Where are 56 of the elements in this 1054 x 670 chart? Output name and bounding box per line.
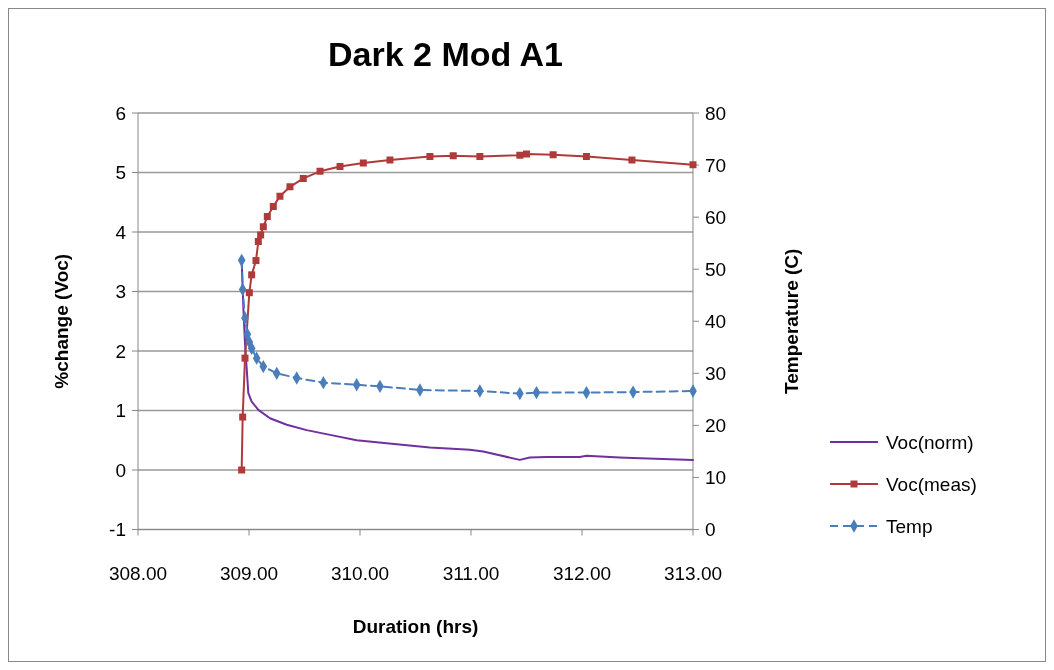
x-tick-label: 311.00 (442, 562, 500, 584)
x-tick-label: 313.00 (663, 562, 723, 584)
point (336, 163, 344, 171)
x-tick-label: 312.00 (552, 562, 612, 584)
y2-tick-label: 10 (705, 467, 727, 489)
legend-label: Temp (886, 515, 933, 537)
y2-tick-label: 70 (705, 154, 727, 176)
point (316, 167, 324, 175)
point (549, 151, 557, 159)
point (252, 257, 260, 265)
point (299, 174, 307, 182)
point (238, 466, 246, 474)
y-tick-label: 6 (115, 102, 126, 124)
x-tick-label: 308.00 (108, 562, 168, 584)
point (386, 156, 394, 164)
y-tick-label: 1 (115, 400, 126, 422)
point (628, 156, 636, 164)
y2-tick-label: 0 (705, 519, 716, 541)
point (359, 159, 367, 167)
x-tick-label: 309.00 (219, 562, 279, 584)
y2-tick-label: 80 (705, 102, 727, 124)
point (263, 213, 271, 221)
y2-tick-label: 20 (705, 415, 727, 437)
y2-tick-label: 30 (705, 362, 727, 384)
point (239, 413, 247, 421)
y-tick-label: 5 (115, 162, 126, 184)
chart-title: Dark 2 Mod A1 (328, 35, 563, 73)
y-tick-label: 2 (115, 340, 126, 362)
y2-axis-title: Temperature (C) (781, 248, 802, 394)
y-tick-label: 0 (115, 459, 126, 481)
point (254, 238, 262, 246)
point (257, 231, 265, 239)
point (248, 271, 256, 279)
point (476, 152, 484, 160)
point (269, 202, 277, 210)
y2-tick-label: 40 (705, 310, 727, 332)
point (582, 152, 590, 160)
point (516, 151, 524, 159)
point (286, 183, 294, 191)
point (523, 150, 530, 158)
legend-label: Voc(meas) (886, 473, 977, 495)
point (245, 289, 253, 297)
point (449, 152, 457, 160)
y2-tick-label: 50 (705, 258, 727, 280)
y-axis-title: %change (Voc) (51, 253, 72, 389)
point (259, 223, 267, 231)
point (276, 192, 284, 200)
y2-tick-label: 60 (705, 206, 727, 228)
y-tick-label: 4 (115, 221, 127, 243)
legend-label: Voc(norm) (886, 431, 974, 453)
point (241, 354, 249, 362)
y-tick-label: 3 (115, 281, 126, 303)
point (426, 152, 434, 160)
x-tick-label: 310.00 (330, 562, 390, 584)
y-tick-label: -1 (109, 519, 126, 541)
x-axis-title: Duration (hrs) (352, 615, 479, 637)
